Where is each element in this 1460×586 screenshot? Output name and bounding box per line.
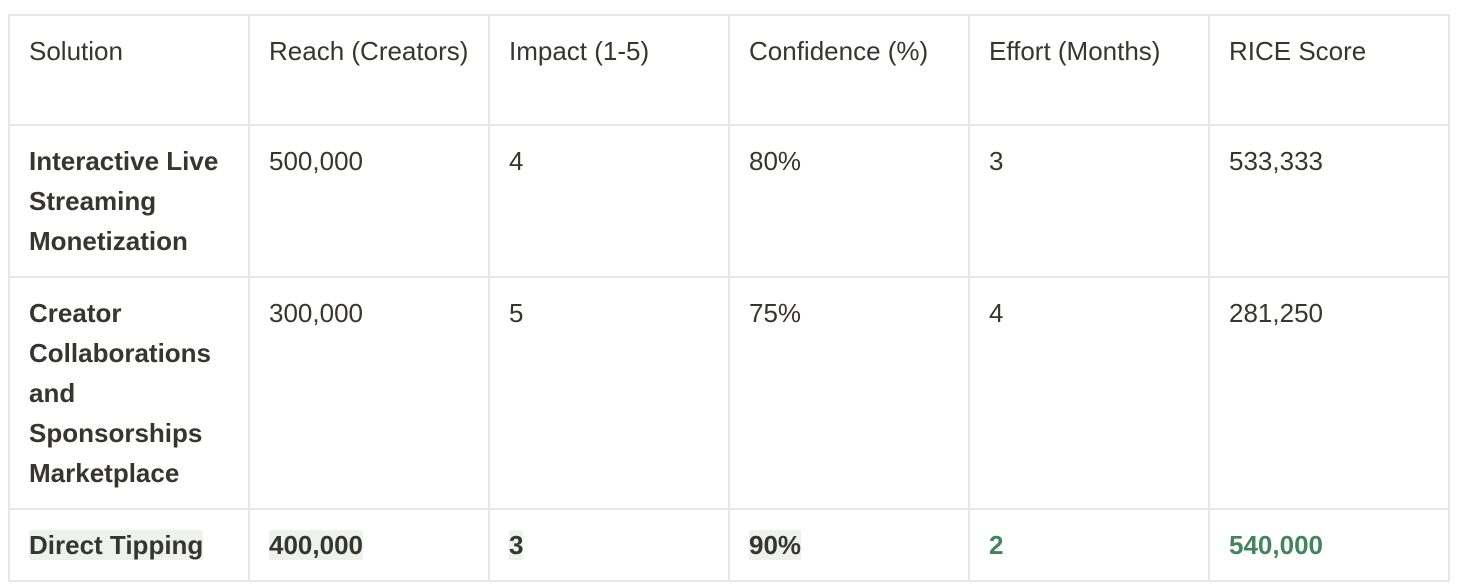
cell-text: 540,000	[1229, 530, 1323, 560]
header-cell: Confidence (%)	[728, 14, 970, 126]
cell-text: 533,333	[1229, 146, 1323, 176]
table-row: Interactive Live Streaming Monetization 5…	[8, 124, 1450, 278]
cell-text: 3	[989, 146, 1004, 176]
header-text: Confidence (%)	[749, 36, 929, 66]
table-cell: 300,000	[248, 276, 490, 510]
cell-text: Direct Tipping	[29, 530, 204, 560]
header-text: Effort (Months)	[989, 36, 1161, 66]
cell-text: 281,250	[1229, 298, 1323, 328]
table-cell: 533,333	[1208, 124, 1450, 278]
cell-text: 4	[989, 298, 1004, 328]
table-row: Direct Tipping 400,000 3 90% 2 540,000	[8, 508, 1450, 582]
table-cell: 3	[968, 124, 1210, 278]
header-cell: Impact (1-5)	[488, 14, 730, 126]
table-cell: 5	[488, 276, 730, 510]
cell-text: 500,000	[269, 146, 363, 176]
cell-text: 5	[509, 298, 524, 328]
table-cell: 4	[968, 276, 1210, 510]
cell-text: 3	[509, 530, 524, 560]
table-cell: Creator Collaborations and Sponsorships …	[8, 276, 250, 510]
table-header: Solution Reach (Creators) Impact (1-5) Conf…	[8, 14, 1450, 126]
cell-text: 75%	[749, 298, 802, 328]
table-cell: 90%	[728, 508, 970, 582]
cell-text: 400,000	[269, 530, 363, 560]
table-row: Creator Collaborations and Sponsorships …	[8, 276, 1450, 510]
table-cell: 75%	[728, 276, 970, 510]
table-cell: 80%	[728, 124, 970, 278]
table-cell: 500,000	[248, 124, 490, 278]
header-text: Solution	[29, 36, 123, 66]
cell-text: Interactive Live Streaming Monetization	[29, 146, 219, 256]
cell-text: 90%	[749, 530, 802, 560]
header-cell: Effort (Months)	[968, 14, 1210, 126]
header-cell: Solution	[8, 14, 250, 126]
table-cell: Direct Tipping	[8, 508, 250, 582]
header-row: Solution Reach (Creators) Impact (1-5) Conf…	[8, 14, 1450, 126]
cell-text: 2	[989, 530, 1004, 560]
cell-text: Creator Collaborations and Sponsorships …	[29, 298, 212, 488]
table-cell: 4	[488, 124, 730, 278]
table-cell: 3	[488, 508, 730, 582]
cell-text: 300,000	[269, 298, 363, 328]
table-cell: 400,000	[248, 508, 490, 582]
table-cell: 281,250	[1208, 276, 1450, 510]
table-cell: 540,000	[1208, 508, 1450, 582]
table-cell: 2	[968, 508, 1210, 582]
header-text: RICE Score	[1229, 36, 1367, 66]
cell-text: 4	[509, 146, 524, 176]
cell-text: 80%	[749, 146, 802, 176]
header-text: Impact (1-5)	[509, 36, 650, 66]
header-cell: Reach (Creators)	[248, 14, 490, 126]
rice-table: Solution Reach (Creators) Impact (1-5) Conf…	[8, 14, 1450, 582]
table-body: Interactive Live Streaming Monetization 5…	[8, 124, 1450, 582]
header-text: Reach (Creators)	[269, 36, 469, 66]
table-cell: Interactive Live Streaming Monetization	[8, 124, 250, 278]
header-cell: RICE Score	[1208, 14, 1450, 126]
